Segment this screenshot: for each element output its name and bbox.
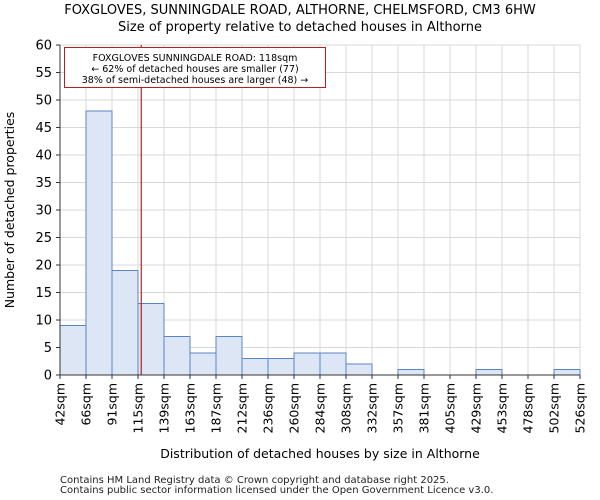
x-tick-label: 66sqm: [79, 383, 94, 426]
y-tick-label: 20: [35, 259, 52, 274]
histogram-bar: [345, 363, 373, 376]
y-tick-label: 60: [35, 39, 52, 54]
histogram-chart: 0 5 10 15 20 25 30 35 40 45 50 55 60 42sqm 66sqm 91sqm 1…: [2, 39, 588, 462]
y-tick-label: 25: [35, 231, 52, 246]
y-axis-label: Number of detached properties: [2, 112, 17, 309]
y-tick-label: 50: [35, 94, 52, 109]
chart-title: FOXGLOVES, SUNNINGDALE ROAD, ALTHORNE, C…: [64, 3, 536, 18]
y-tick-label: 15: [35, 286, 52, 301]
x-tick-label: 478sqm: [521, 383, 536, 433]
y-tick-label: 5: [44, 341, 52, 356]
y-tick-label: 55: [35, 66, 52, 81]
x-tick-label: 381sqm: [417, 383, 432, 433]
y-tick-label: 35: [35, 176, 52, 191]
histogram-bar: [111, 270, 139, 376]
x-tick-label: 429sqm: [469, 383, 484, 433]
x-tick-label: 42sqm: [53, 383, 68, 426]
histogram-bar: [85, 110, 113, 376]
x-tick-label: 91sqm: [105, 383, 120, 426]
x-tick-label: 502sqm: [547, 383, 562, 433]
property-annotation: FOXGLOVES SUNNINGDALE ROAD: 118sqm ← 62%…: [64, 47, 326, 88]
x-tick-label: 308sqm: [339, 383, 354, 433]
y-tick-label: 0: [44, 369, 52, 384]
histogram-bar: [59, 325, 87, 376]
chart-subtitle: Size of property relative to detached ho…: [118, 20, 482, 35]
x-tick-label: 139sqm: [157, 383, 172, 433]
histogram-bar: [475, 369, 503, 376]
annotation-line-3: 38% of semi-detached houses are larger (…: [81, 75, 309, 86]
y-tick-label: 40: [35, 149, 52, 164]
annotation-line-2: ← 62% of detached houses are smaller (77…: [91, 64, 299, 75]
x-tick-label: 260sqm: [287, 383, 302, 433]
histogram-bar: [553, 369, 581, 376]
histogram-bar: [163, 336, 191, 376]
histogram-bar: [397, 369, 425, 376]
footer-licence: Contains public sector information licen…: [60, 485, 494, 496]
histogram-bar: [241, 358, 269, 376]
x-tick-label: 115sqm: [131, 383, 146, 433]
x-tick-label: 212sqm: [235, 383, 250, 433]
x-axis-label: Distribution of detached houses by size …: [160, 446, 480, 461]
x-tick-label: 163sqm: [183, 383, 198, 433]
footer-copyright: Contains HM Land Registry data © Crown c…: [60, 475, 449, 486]
histogram-bar: [319, 352, 347, 376]
histogram-bar: [293, 352, 321, 376]
x-tick-label: 332sqm: [365, 383, 380, 433]
x-tick-label: 187sqm: [209, 383, 224, 433]
x-tick-label: 405sqm: [443, 383, 458, 433]
y-tick-label: 45: [35, 121, 52, 136]
y-tick-label: 10: [35, 314, 52, 329]
histogram-bar: [267, 358, 295, 376]
x-tick-label: 453sqm: [495, 383, 510, 433]
histogram-bar: [189, 352, 217, 376]
x-tick-label: 357sqm: [391, 383, 406, 433]
x-tick-label: 284sqm: [313, 383, 328, 433]
annotation-line-1: FOXGLOVES SUNNINGDALE ROAD: 118sqm: [92, 53, 298, 64]
y-tick-label: 30: [35, 204, 52, 219]
x-tick-label: 526sqm: [573, 383, 588, 433]
x-tick-label: 236sqm: [261, 383, 276, 433]
histogram-bar: [137, 303, 165, 376]
histogram-bar: [215, 336, 243, 376]
